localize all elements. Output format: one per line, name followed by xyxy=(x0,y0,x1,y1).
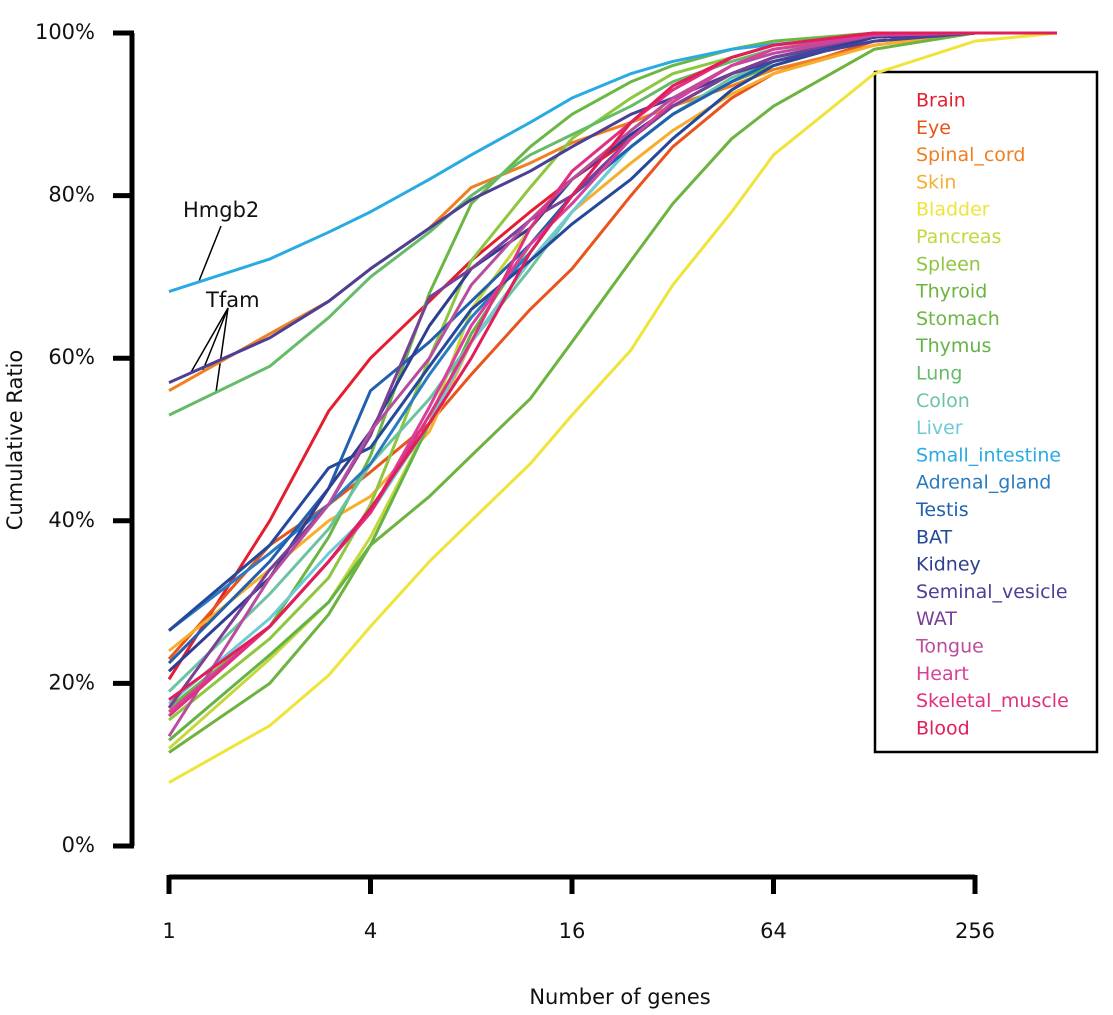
legend-entry: WAT xyxy=(916,608,957,630)
legend-entry: BAT xyxy=(916,526,953,548)
series-line xyxy=(168,31,1058,784)
legend-entry: Thymus xyxy=(915,335,991,357)
y-tick-label: 40% xyxy=(48,508,95,532)
legend-entry: Pancreas xyxy=(916,226,1001,248)
annotation-pointer xyxy=(215,307,229,393)
legend-entry: Testis xyxy=(915,499,969,521)
x-tick-label: 16 xyxy=(559,919,586,943)
x-tick-label: 4 xyxy=(364,919,377,943)
legend-entry: Heart xyxy=(916,663,969,685)
y-tick-label: 0% xyxy=(62,833,95,857)
legend-entry: Adrenal_gland xyxy=(916,472,1051,494)
series-line xyxy=(168,31,1057,384)
legend-entry: Colon xyxy=(916,390,970,412)
y-tick-label: 100% xyxy=(35,20,95,44)
legend-box xyxy=(873,70,1099,754)
y-tick-label: 60% xyxy=(48,345,95,369)
legend-entry: Tongue xyxy=(915,636,984,658)
legend-entry: Skin xyxy=(916,171,956,193)
legend-entry: Eye xyxy=(916,117,951,139)
legend-entry: Spinal_cord xyxy=(916,144,1025,166)
legend-entry: Seminal_vesicle xyxy=(916,581,1068,603)
annotation-pointer xyxy=(198,225,222,282)
series-line xyxy=(168,31,1057,701)
legend-entry: Stomach xyxy=(916,308,1000,330)
annotation: Hmgb2 xyxy=(183,198,259,222)
x-tick-label: 256 xyxy=(955,919,995,943)
x-axis-label: Number of genes xyxy=(529,985,710,1009)
y-tick-label: 20% xyxy=(48,670,95,694)
x-tick-label: 1 xyxy=(162,919,175,943)
legend-entry: Kidney xyxy=(916,554,981,576)
y-axis-label: Cumulative Ratio xyxy=(3,350,27,530)
legend-entry: Thyroid xyxy=(915,281,987,303)
annotation: Tfam xyxy=(205,288,260,312)
legend-entry: Lung xyxy=(916,363,962,385)
series-line xyxy=(167,31,1057,738)
legend-entry: Blood xyxy=(916,717,970,739)
legend-entry: Skeletal_muscle xyxy=(916,690,1069,712)
x-tick-label: 64 xyxy=(760,919,787,943)
annotation-pointer xyxy=(202,307,229,371)
legend-entry: Bladder xyxy=(916,199,990,221)
series-line xyxy=(168,31,1057,754)
annotation-pointer xyxy=(189,307,229,375)
legend-entry: Small_intestine xyxy=(916,444,1061,466)
y-tick-label: 80% xyxy=(48,183,95,207)
legend-entry: Liver xyxy=(916,417,963,439)
legend-entry: Brain xyxy=(916,90,966,112)
legend-entry: Spleen xyxy=(916,253,981,275)
